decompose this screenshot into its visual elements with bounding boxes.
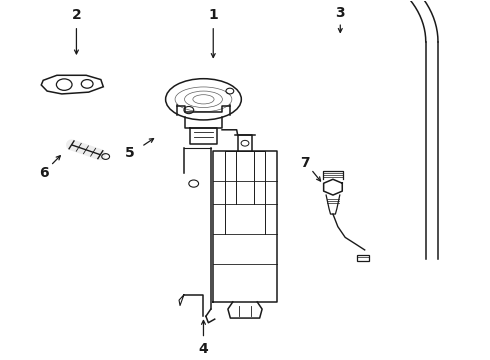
Text: 3: 3 xyxy=(336,6,345,20)
Bar xyxy=(357,255,369,261)
Text: 1: 1 xyxy=(208,8,218,22)
Text: 5: 5 xyxy=(125,146,135,160)
Text: 2: 2 xyxy=(72,8,81,22)
Text: 7: 7 xyxy=(300,156,309,170)
Text: 4: 4 xyxy=(198,342,208,356)
Text: 6: 6 xyxy=(39,166,49,180)
